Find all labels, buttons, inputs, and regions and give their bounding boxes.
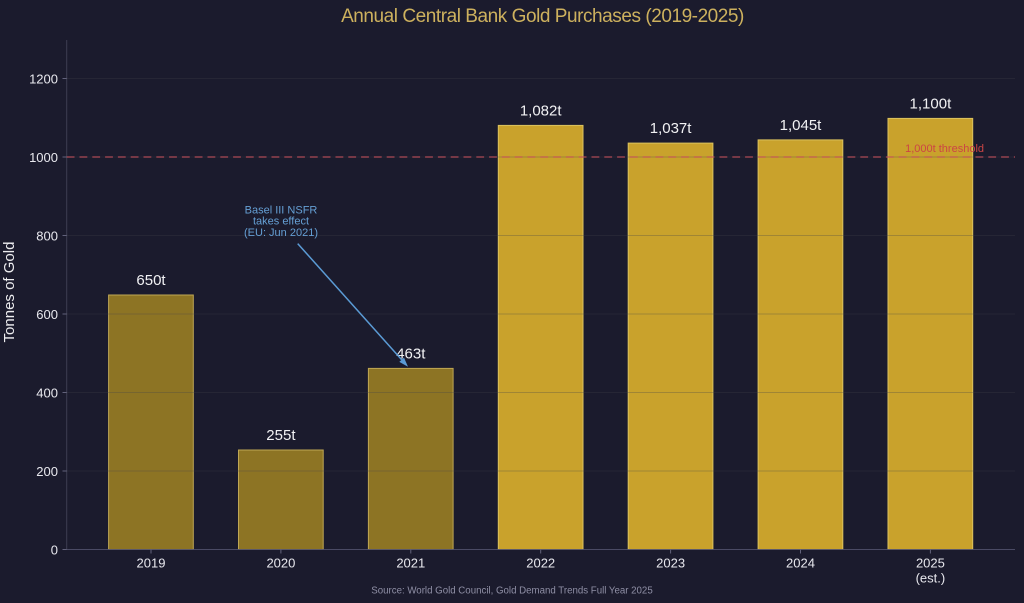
svg-text:1,100t: 1,100t	[910, 96, 953, 113]
svg-text:1,000t threshold: 1,000t threshold	[905, 143, 984, 155]
svg-text:takes effect: takes effect	[253, 216, 309, 228]
svg-text:1000: 1000	[29, 150, 58, 165]
svg-text:2020: 2020	[266, 556, 295, 571]
svg-text:2025: 2025	[916, 556, 945, 571]
svg-text:800: 800	[36, 228, 58, 243]
svg-text:0: 0	[51, 542, 58, 557]
svg-text:2021: 2021	[396, 556, 425, 571]
svg-text:Tonnes of Gold: Tonnes of Gold	[1, 242, 18, 343]
svg-text:Source: World Gold Council, Go: Source: World Gold Council, Gold Demand …	[371, 586, 652, 597]
svg-text:255t: 255t	[266, 427, 296, 444]
svg-text:600: 600	[36, 307, 58, 322]
svg-text:2023: 2023	[656, 556, 685, 571]
svg-text:400: 400	[36, 385, 58, 400]
svg-text:2019: 2019	[137, 556, 166, 571]
svg-text:650t: 650t	[136, 272, 166, 289]
svg-text:2022: 2022	[526, 556, 555, 571]
svg-text:1,037t: 1,037t	[650, 120, 693, 137]
svg-text:(EU: Jun 2021): (EU: Jun 2021)	[244, 227, 318, 239]
svg-text:463t: 463t	[396, 346, 426, 363]
svg-text:Annual Central Bank Gold Purch: Annual Central Bank Gold Purchases (2019…	[341, 6, 744, 27]
svg-text:Basel III NSFR: Basel III NSFR	[245, 204, 318, 216]
svg-text:2024: 2024	[786, 556, 815, 571]
svg-text:1200: 1200	[29, 71, 58, 86]
svg-text:1,045t: 1,045t	[780, 117, 823, 134]
svg-text:200: 200	[36, 464, 58, 479]
svg-text:1,082t: 1,082t	[520, 103, 563, 120]
svg-text:(est.): (est.)	[916, 570, 946, 585]
